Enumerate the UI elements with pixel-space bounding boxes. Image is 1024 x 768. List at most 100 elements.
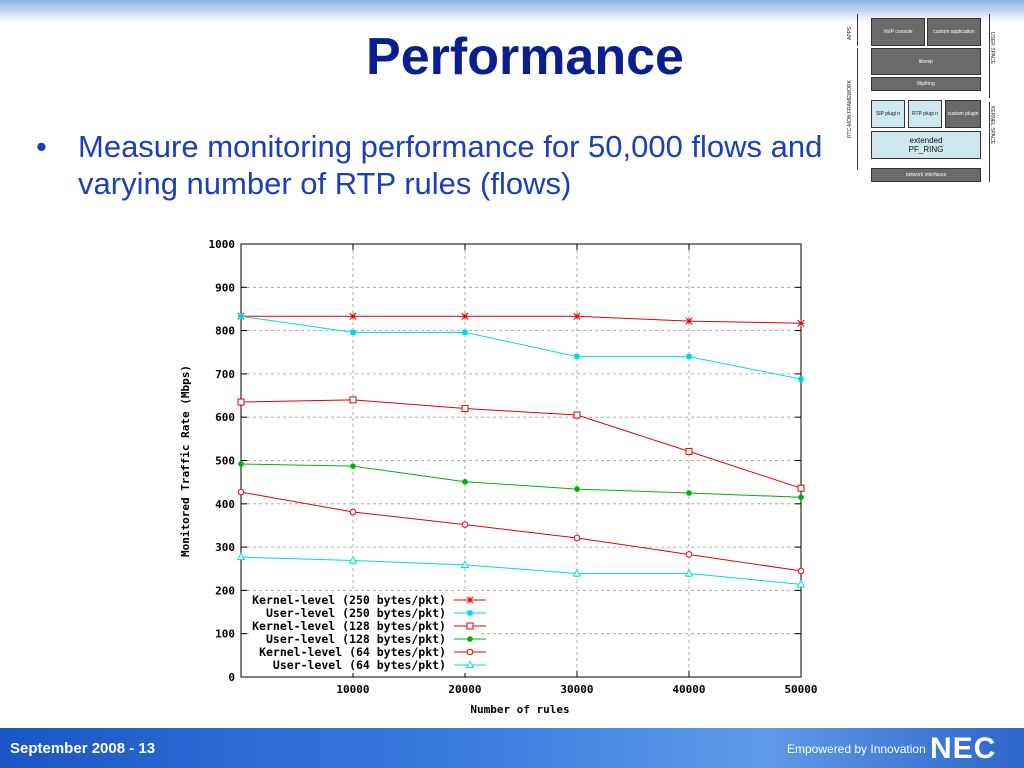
data-point-s4-3-shape (462, 478, 468, 485)
legend-marker-6 (465, 660, 475, 669)
y-tick-label: 500 (215, 455, 235, 468)
libvoip-box: libvoip (871, 48, 981, 75)
data-point-s3-4 (573, 411, 581, 419)
data-point-s2-4-shape (574, 353, 580, 360)
x-tick-label: 40000 (672, 683, 705, 696)
data-point-s6-6 (796, 579, 806, 588)
y-tick-label: 300 (215, 541, 235, 554)
data-point-s5-4 (573, 534, 581, 542)
nec-logo: NEC (930, 732, 997, 765)
legend-layer: Kernel-level (250 bytes/pkt)User-level (… (249, 591, 486, 673)
data-point-s5-1 (237, 488, 245, 496)
data-point-s3-1 (237, 398, 245, 406)
custom-plugin-box: custom plugin (945, 100, 981, 128)
data-point-s2-5-shape (686, 353, 692, 360)
userspace-bracket (989, 14, 990, 98)
data-point-s2-4 (574, 353, 580, 360)
data-point-s5-6-shape (797, 567, 805, 575)
legend-marker-2 (467, 610, 473, 616)
bullet-list: • Measure monitoring performance for 50,… (36, 128, 826, 202)
data-point-s4-4-shape (574, 486, 580, 492)
data-point-s4-5-shape (686, 490, 692, 496)
data-point-s2-1 (238, 313, 244, 319)
libpfring-box: libpfring (871, 77, 981, 91)
data-point-s3-5 (685, 447, 693, 455)
legend-marker-4 (467, 636, 473, 642)
data-point-s6-2 (348, 555, 358, 564)
legend-label-6: User-level (64 bytes/pkt) (273, 658, 446, 672)
data-point-s1-5 (685, 317, 693, 325)
data-point-s2-2-shape (350, 329, 356, 335)
legend-marker-6-shape (465, 660, 475, 669)
series-line-6 (240, 556, 802, 585)
data-point-s3-3-shape (461, 405, 469, 413)
data-point-s4-1 (238, 461, 244, 467)
legend-label-4: User-level (128 bytes/pkt) (266, 632, 446, 646)
series-line-3 (240, 399, 802, 489)
legend-marker-5 (466, 648, 474, 656)
x-tick-label: 30000 (560, 683, 593, 696)
legend-marker-2-shape (467, 610, 473, 616)
data-point-s5-5-shape (685, 551, 693, 558)
rtp-plugin-box: RTP plugi n (908, 100, 942, 128)
data-point-s5-3-shape (461, 521, 469, 528)
data-point-s6-3-shape (460, 560, 470, 568)
custom-application-box: custom application (927, 18, 981, 46)
data-point-s6-4 (572, 568, 582, 577)
series-line-4 (240, 463, 802, 498)
data-point-s6-1-shape (236, 552, 246, 561)
y-tick-label: 400 (215, 498, 235, 511)
x-tick-label: 10000 (336, 683, 369, 696)
data-point-s3-6 (797, 484, 805, 492)
series-line-1 (241, 315, 802, 324)
legend-label-2: User-level (250 bytes/pkt) (266, 606, 446, 620)
data-point-s4-6 (798, 494, 804, 501)
data-point-s1-2 (349, 312, 357, 320)
legend-label-3: Kernel-level (128 bytes/pkt) (252, 619, 446, 633)
footer-bar: September 2008 - 13 Empowered by Innovat… (0, 728, 1024, 768)
data-point-s2-2 (350, 329, 356, 335)
y-tick-label: 900 (215, 281, 235, 294)
y-tick-label: 100 (215, 628, 235, 641)
legend-marker-3-shape (466, 622, 474, 630)
data-point-s4-6-shape (798, 494, 804, 501)
x-axis-label: Number of rules (470, 703, 569, 716)
data-point-s2-3-shape (462, 329, 468, 335)
data-point-s4-5 (686, 490, 692, 496)
data-point-s5-2-shape (349, 508, 357, 516)
data-point-s3-4-shape (573, 411, 581, 419)
y-tick-label: 800 (215, 325, 235, 338)
extended-pf-ring-line1: extended (909, 136, 943, 145)
label-framework: RTC-MON FRAMEWORK (847, 80, 853, 138)
performance-chart: 0 100 200 300 400 500 600 700 800 900 1000 10000 200… (179, 238, 818, 716)
label-user-space: USER SPACE (989, 32, 995, 64)
data-point-s6-4-shape (572, 568, 582, 577)
data-point-s6-6-shape (796, 579, 806, 588)
data-point-s5-1-shape (237, 488, 245, 496)
data-point-s4-2-shape (350, 463, 356, 469)
y-tick-label: 600 (215, 411, 235, 424)
y-axis-label: Monitored Traffic Rate (Mbps) (179, 365, 192, 557)
data-point-s3-2 (349, 396, 357, 404)
extended-pf-ring-line2: PF_RING (908, 145, 944, 154)
top-band (0, 0, 1024, 22)
network-interfaces-box: network interfaces (871, 168, 981, 182)
data-point-s3-5-shape (685, 447, 693, 455)
voip-console-box: VoIP console (871, 18, 925, 46)
data-point-s3-1-shape (237, 398, 245, 406)
y-tick-label: 1000 (209, 238, 236, 251)
legend-marker-1 (466, 596, 474, 604)
y-tick-label: 200 (215, 584, 235, 597)
extended-pf-ring-box: extended PF_RING (871, 131, 981, 159)
label-apps: APPS (847, 26, 853, 40)
x-tick-label: 20000 (448, 683, 481, 696)
architecture-diagram: APPS RTC-MON FRAMEWORK USER SPACE KERNEL… (843, 10, 1013, 190)
slide-title: Performance (366, 28, 684, 86)
data-point-s6-5-shape (684, 568, 694, 577)
data-point-s2-6-shape (798, 376, 804, 382)
data-point-s4-1-shape (238, 461, 244, 467)
legend-box (249, 591, 479, 673)
data-point-s5-6 (797, 567, 805, 575)
data-point-s6-1 (236, 552, 246, 561)
data-point-s3-3 (461, 405, 469, 413)
